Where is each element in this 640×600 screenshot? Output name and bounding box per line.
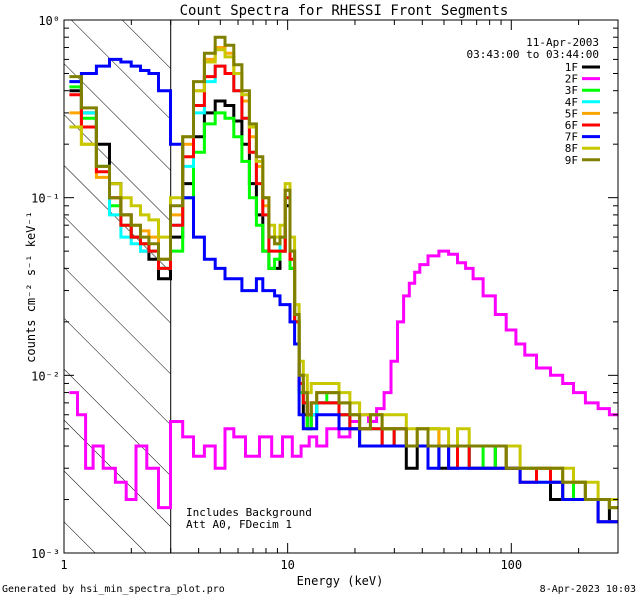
legend: 11-Apr-2003 03:43:00 to 03:44:00 1F2F3F4… [467, 36, 600, 167]
annotations: Includes Background Att A0, FDecim 1 [186, 506, 312, 531]
x-tick-label: 100 [500, 558, 522, 572]
series-9F [69, 35, 618, 510]
legend-time-range: 03:43:00 to 03:44:00 [467, 48, 599, 61]
legend-label-9F: 9F [565, 154, 578, 167]
series-group [69, 35, 618, 524]
legend-label-8F: 8F [565, 142, 578, 155]
axes: 1 10 100 10⁰ 10⁻¹ 10⁻² 10⁻³ [31, 14, 619, 572]
x-axis-label: Energy (keV) [297, 574, 384, 588]
annotation-background: Includes Background [186, 506, 312, 519]
y-tick-label: 10⁰ [38, 14, 60, 28]
legend-label-7F: 7F [565, 131, 578, 144]
legend-label-3F: 3F [565, 84, 578, 97]
y-axis-label: counts cm⁻² s⁻¹ keV⁻¹ [24, 211, 38, 363]
x-tick-label: 10 [280, 558, 294, 572]
x-tick-label: 1 [60, 558, 67, 572]
chart-title: Count Spectra for RHESSI Front Segments [180, 3, 509, 19]
y-tick-label: 10⁻¹ [31, 192, 60, 206]
legend-label-6F: 6F [565, 119, 578, 132]
y-tick-label: 10⁻³ [31, 547, 60, 561]
legend-label-5F: 5F [565, 107, 578, 120]
legend-date: 11-Apr-2003 [526, 36, 599, 49]
legend-label-1F: 1F [565, 61, 578, 74]
legend-label-4F: 4F [565, 96, 578, 109]
annotation-attenuator: Att A0, FDecim 1 [186, 518, 292, 531]
footer-generated-by: Generated by hsi_min_spectra_plot.pro [2, 584, 225, 595]
legend-label-2F: 2F [565, 73, 578, 86]
footer-timestamp: 8-Apr-2023 10:03 [539, 584, 636, 595]
y-tick-label: 10⁻² [31, 369, 60, 383]
series-7F [69, 57, 618, 524]
plot-frame [63, 19, 619, 554]
